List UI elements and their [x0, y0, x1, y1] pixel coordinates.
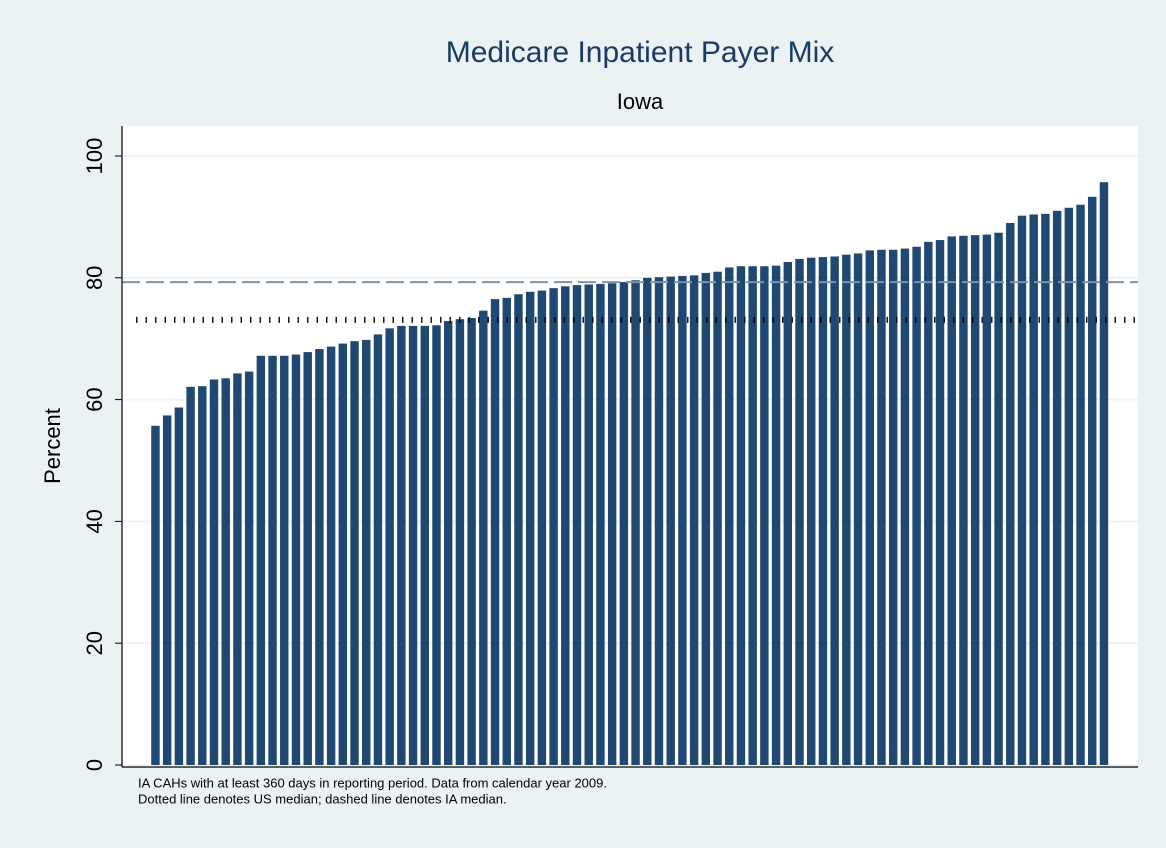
- bar: [1017, 215, 1027, 765]
- bar: [678, 275, 687, 765]
- bar: [713, 271, 722, 765]
- bar: [725, 267, 734, 765]
- bar: [537, 290, 547, 765]
- bar: [244, 371, 254, 765]
- bar: [596, 283, 605, 765]
- bar: [268, 355, 277, 765]
- bar: [631, 280, 640, 765]
- bar: [865, 250, 874, 765]
- bar: [420, 325, 430, 765]
- bar: [795, 258, 804, 765]
- bar: [291, 354, 301, 765]
- bar: [490, 299, 500, 765]
- chart-subtitle: Iowa: [617, 89, 664, 114]
- bar: [643, 277, 652, 765]
- bar: [525, 291, 535, 765]
- bar: [373, 334, 383, 765]
- bar: [514, 294, 523, 765]
- bar: [736, 266, 746, 765]
- bar: [151, 425, 160, 765]
- bar: [842, 254, 851, 765]
- bar: [561, 286, 570, 765]
- bar: [256, 355, 266, 765]
- y-tick-label: 20: [82, 631, 107, 655]
- bar: [584, 284, 593, 765]
- note: IA CAHs with at least 360 days in report…: [138, 775, 607, 790]
- bar: [689, 275, 699, 765]
- bar: [806, 257, 816, 765]
- plot-area: [122, 126, 1138, 767]
- bar: [818, 257, 828, 765]
- bar: [947, 236, 956, 765]
- y-tick-label: 60: [82, 387, 107, 411]
- bar: [1029, 214, 1038, 766]
- note: Dotted line denotes US median; dashed li…: [138, 791, 507, 806]
- bar: [198, 386, 207, 765]
- y-tick-label: 0: [82, 759, 107, 771]
- y-tick-label: 40: [82, 509, 107, 533]
- bar: [888, 249, 898, 765]
- bar: [549, 288, 558, 765]
- bar: [982, 234, 992, 765]
- bar: [1041, 213, 1050, 766]
- bar: [900, 248, 910, 765]
- bar: [326, 346, 336, 765]
- bar: [209, 379, 219, 765]
- bar: [935, 240, 945, 766]
- bar: [186, 386, 195, 765]
- bar: [303, 352, 312, 765]
- bar: [572, 285, 582, 765]
- bar: [959, 235, 968, 766]
- bar: [748, 266, 757, 765]
- bar: [350, 341, 359, 765]
- bar: [701, 272, 711, 765]
- bar: [455, 319, 465, 765]
- bar: [443, 321, 453, 765]
- bar: [783, 261, 793, 765]
- bar: [1006, 222, 1015, 766]
- bar: [174, 407, 184, 765]
- bar: [1052, 210, 1062, 765]
- bar: [1064, 207, 1074, 765]
- bar: [1076, 204, 1085, 766]
- bar: [315, 349, 324, 765]
- bar: [912, 246, 921, 766]
- chart-title: Medicare Inpatient Payer Mix: [446, 36, 835, 69]
- bar: [408, 325, 418, 765]
- bar: [479, 310, 488, 765]
- bar: [607, 283, 617, 765]
- bar: [432, 325, 441, 765]
- bar: [853, 253, 863, 765]
- bar: [338, 343, 348, 765]
- bar: [994, 232, 1003, 765]
- bar: [830, 256, 839, 765]
- bar: [924, 241, 933, 765]
- bar: [1088, 196, 1097, 766]
- y-axis-label: Percent: [40, 408, 65, 484]
- bar: [760, 266, 769, 765]
- bar: [502, 297, 511, 765]
- y-tick-label: 80: [82, 266, 107, 290]
- bar: [467, 317, 476, 765]
- bar: [970, 235, 980, 766]
- bar: [362, 339, 371, 765]
- y-tick-label: 100: [82, 138, 107, 175]
- bar: [771, 265, 781, 765]
- bar: [877, 249, 886, 765]
- bar: [654, 277, 664, 765]
- bar: [666, 276, 675, 765]
- bar: [221, 378, 230, 765]
- bar: [397, 325, 406, 765]
- bar: [619, 282, 629, 765]
- bar: [1099, 182, 1109, 765]
- bar: [280, 355, 289, 765]
- bar: [385, 328, 394, 765]
- bar: [233, 373, 242, 765]
- bar: [162, 415, 172, 765]
